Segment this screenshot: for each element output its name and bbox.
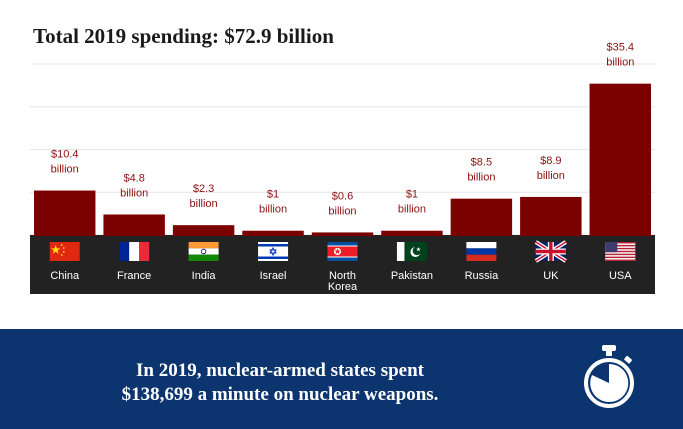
bar xyxy=(103,214,165,236)
bar xyxy=(172,225,235,236)
bar xyxy=(34,190,96,236)
north-korea-flag-icon xyxy=(327,242,358,261)
data-label-unit: billion xyxy=(328,205,356,217)
russia-flag-icon xyxy=(466,242,497,261)
israel-flag-icon xyxy=(258,242,289,261)
pakistan-flag-icon xyxy=(396,242,427,261)
chart-title: Total 2019 spending: $72.9 billion xyxy=(33,24,334,48)
bar xyxy=(381,230,443,236)
france-flag-icon xyxy=(119,242,150,261)
uk-flag-icon xyxy=(534,240,567,263)
banner-line-2: $138,699 a minute on nuclear weapons. xyxy=(121,384,439,405)
data-label-value: $0.6 xyxy=(332,190,353,202)
category-label: China xyxy=(50,270,80,282)
bar xyxy=(589,83,651,236)
china-flag-icon xyxy=(49,242,80,261)
data-label-value: $8.5 xyxy=(471,157,492,169)
bars xyxy=(34,83,651,236)
bar xyxy=(450,198,513,236)
category-label: USA xyxy=(609,270,632,282)
bar-chart: $10.4 billion $4.8 billion $2.3 billion $1 bill… xyxy=(30,42,655,294)
data-label-value: $4.8 xyxy=(123,172,144,184)
data-label-unit: billion xyxy=(537,170,565,182)
category-label: Pakistan xyxy=(391,270,433,282)
data-label-unit: billion xyxy=(259,204,287,216)
category-label: France xyxy=(117,270,151,282)
category-label: UK xyxy=(543,270,559,282)
banner-text: In 2019, nuclear-armed states spent $138… xyxy=(0,359,560,407)
data-labels: $10.4 billion $4.8 billion $2.3 billion $1 bill… xyxy=(51,42,635,218)
bar xyxy=(311,232,374,236)
data-label-value: $8.9 xyxy=(540,155,561,167)
data-label-unit: billion xyxy=(190,198,218,210)
category-label: Israel xyxy=(260,270,287,282)
data-label-unit: billion xyxy=(51,164,79,176)
category-label: North xyxy=(329,270,356,282)
usa-flag-icon xyxy=(605,242,636,261)
data-label-unit: billion xyxy=(120,187,148,199)
flags xyxy=(49,240,636,263)
data-label-value: $1 xyxy=(267,189,279,201)
bar xyxy=(520,196,582,236)
data-label-unit: billion xyxy=(398,204,426,216)
data-label-value: $35.4 xyxy=(607,42,635,54)
category-label: Russia xyxy=(465,270,500,282)
info-banner: In 2019, nuclear-armed states spent $138… xyxy=(0,329,683,429)
data-label-value: $2.3 xyxy=(193,183,214,195)
data-label-unit: billion xyxy=(606,57,634,69)
data-label-value: $10.4 xyxy=(51,149,79,161)
data-label-unit: billion xyxy=(467,172,495,184)
category-label: Korea xyxy=(328,281,358,293)
banner-line-1: In 2019, nuclear-armed states spent xyxy=(136,360,424,381)
india-flag-icon xyxy=(188,242,219,261)
data-label-value: $1 xyxy=(406,189,418,201)
category-label: India xyxy=(192,270,217,282)
bar xyxy=(242,230,304,236)
stopwatch-icon xyxy=(584,345,634,408)
